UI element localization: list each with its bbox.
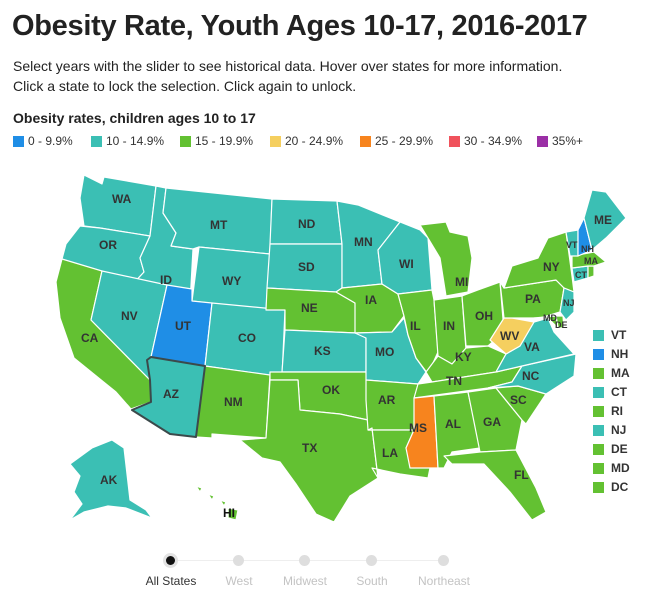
state-FL[interactable] [443, 449, 547, 521]
selected-state-outline [131, 356, 206, 438]
state-ME[interactable] [583, 189, 627, 251]
legend-swatch [360, 136, 371, 147]
state-CO[interactable] [204, 302, 286, 378]
state-ND[interactable] [269, 198, 343, 245]
state-MT[interactable] [162, 187, 273, 255]
side-swatch [593, 330, 604, 341]
state-MD[interactable] [533, 315, 559, 329]
state-CT[interactable] [571, 265, 589, 283]
state-KS[interactable] [281, 329, 367, 373]
state-WY[interactable] [191, 246, 271, 311]
legend-swatch [537, 136, 548, 147]
slider-stop-midwest[interactable]: Midwest [260, 550, 350, 598]
slider-dot[interactable] [233, 555, 244, 566]
state-NJ[interactable] [559, 287, 575, 321]
side-swatch [593, 444, 604, 455]
slider-stop-all-states[interactable]: All States [126, 550, 216, 598]
side-swatch [593, 368, 604, 379]
state-SD[interactable] [266, 243, 343, 293]
legend-swatch [91, 136, 102, 147]
slider-dot[interactable] [299, 555, 310, 566]
legend-swatch [180, 136, 191, 147]
side-swatch [593, 387, 604, 398]
state-NM[interactable] [195, 365, 271, 439]
legend-swatch [270, 136, 281, 147]
state-AR[interactable] [365, 379, 419, 431]
slider-dot[interactable] [166, 556, 175, 565]
legend-swatch [13, 136, 24, 147]
state-MA[interactable] [571, 251, 607, 269]
slider-dot[interactable] [438, 555, 449, 566]
side-swatch [593, 463, 604, 474]
side-swatch [593, 349, 604, 360]
state-HI[interactable] [195, 485, 239, 521]
slider-stop-west[interactable]: West [194, 550, 284, 598]
state-WI[interactable] [377, 221, 433, 295]
legend-title: Obesity rates, children ages 10 to 17 [13, 110, 256, 126]
page-title: Obesity Rate, Youth Ages 10-17, 2016-201… [12, 10, 588, 42]
slider-stop-south[interactable]: South [327, 550, 417, 598]
state-TX[interactable] [239, 379, 379, 523]
slider-dot[interactable] [366, 555, 377, 566]
page-description: Select years with the slider to see hist… [13, 58, 563, 94]
state-NY[interactable] [503, 231, 575, 293]
state-RI[interactable] [587, 265, 595, 279]
region-slider[interactable]: All States West Midwest South Northeast [0, 550, 648, 600]
side-swatch [593, 406, 604, 417]
legend-swatch [449, 136, 460, 147]
side-swatch [593, 482, 604, 493]
slider-stop-northeast[interactable]: Northeast [399, 550, 489, 598]
state-NC[interactable] [487, 353, 577, 395]
side-swatch [593, 425, 604, 436]
state-AK[interactable] [69, 439, 153, 521]
us-map: WA OR CA ID NV MT WY UT CO AZ NM ND SD N… [55, 174, 627, 523]
state-MI[interactable] [419, 221, 473, 297]
